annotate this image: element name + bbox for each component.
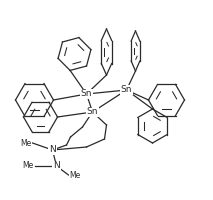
Text: Sn: Sn [121,85,132,94]
Text: Me: Me [22,162,33,170]
Text: Sn: Sn [81,90,92,98]
Text: Sn: Sn [87,108,98,116]
Text: Me: Me [20,138,32,148]
Text: N: N [49,146,56,154]
Text: Me: Me [69,170,81,180]
Text: N: N [53,162,60,170]
